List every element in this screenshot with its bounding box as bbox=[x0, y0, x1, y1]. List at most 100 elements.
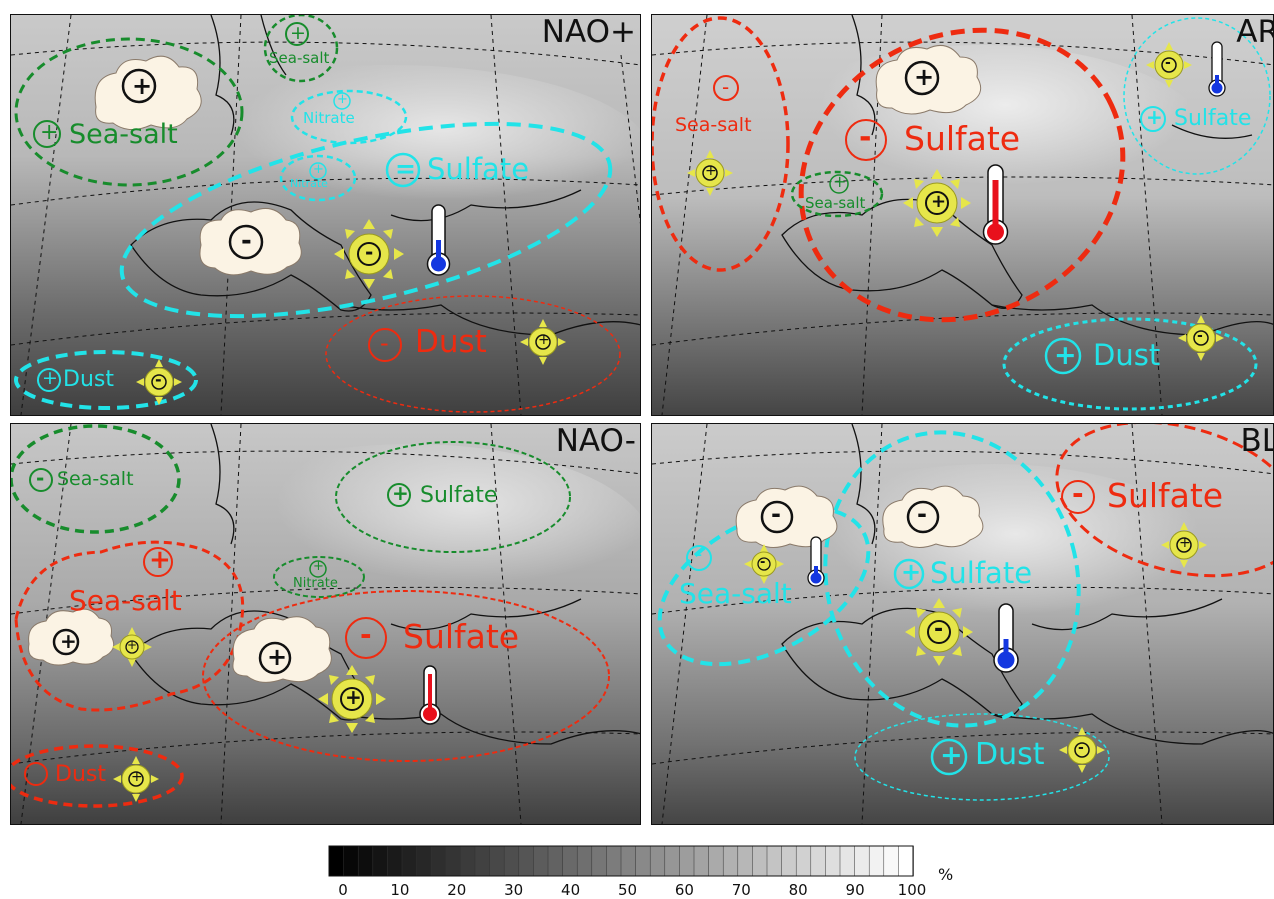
colorbar-step bbox=[766, 845, 783, 877]
map-background bbox=[652, 424, 1273, 824]
colorbar-step bbox=[620, 845, 637, 877]
colorbar-step bbox=[576, 845, 593, 877]
map-background bbox=[652, 15, 1273, 415]
colorbar-step bbox=[503, 845, 520, 877]
sign-minus: - bbox=[365, 240, 374, 264]
cloud-icon bbox=[882, 485, 984, 548]
colorbar-step bbox=[489, 845, 505, 877]
colorbar-step bbox=[752, 845, 768, 877]
colorbar-step bbox=[372, 845, 389, 877]
sign-plus: + bbox=[337, 92, 348, 107]
sulfate-label: Sulfate bbox=[1107, 476, 1224, 515]
cloud-icon bbox=[735, 485, 838, 548]
colorbar-tick-label: 0 bbox=[338, 881, 348, 899]
cloud-icon bbox=[875, 44, 982, 115]
colorbar-step bbox=[474, 845, 491, 877]
sign-minus: - bbox=[1072, 477, 1084, 510]
sign-minus: - bbox=[695, 542, 703, 566]
sign-minus: - bbox=[360, 618, 372, 651]
colorbar-tick-label: 10 bbox=[390, 881, 410, 899]
colorbar-step bbox=[343, 845, 359, 877]
dust-label: Dust bbox=[975, 737, 1045, 772]
sign-plus: + bbox=[1146, 105, 1163, 129]
colorbar-step bbox=[664, 845, 681, 877]
sign-minus: - bbox=[722, 75, 730, 99]
sign-plus: + bbox=[345, 685, 362, 709]
colorbar-step bbox=[810, 845, 827, 877]
colorbar-step bbox=[533, 845, 549, 877]
colorbar-step bbox=[416, 845, 432, 877]
sulfate-label: Sulfate bbox=[403, 617, 520, 656]
sun-icon bbox=[1161, 522, 1207, 568]
map-panel-ar: AR - - + + + + + + - - Sea-salt Sulfate … bbox=[651, 14, 1274, 416]
sign-plus: + bbox=[131, 769, 143, 785]
sign-equal: = bbox=[395, 154, 416, 183]
sign-minus: - bbox=[241, 226, 252, 256]
panel-title: NAO+ bbox=[541, 14, 636, 50]
sun-icon bbox=[318, 665, 386, 733]
colorbar-tick-label: 50 bbox=[617, 881, 638, 899]
sulfate-label: Sulfate bbox=[420, 483, 498, 508]
colorbar-step bbox=[562, 845, 578, 877]
sun-icon bbox=[903, 169, 971, 237]
colorbar-step bbox=[868, 845, 885, 877]
sign-minus: - bbox=[1197, 328, 1203, 344]
colorbar-step bbox=[606, 845, 622, 877]
colorbar-step bbox=[591, 845, 608, 877]
colorbar-tick-label: 100 bbox=[897, 881, 927, 899]
colorbar-step bbox=[839, 845, 856, 877]
sign-plus: + bbox=[267, 643, 288, 671]
sign-plus: + bbox=[313, 559, 324, 574]
sun-icon bbox=[687, 150, 733, 196]
thermometer-icon bbox=[993, 603, 1019, 673]
colorbar-step bbox=[722, 845, 739, 877]
colorbar-step bbox=[898, 845, 914, 877]
colorbar-step bbox=[825, 845, 841, 877]
sign-plus: + bbox=[1179, 535, 1191, 551]
sign-plus: + bbox=[290, 22, 306, 44]
sign-minus: - bbox=[36, 466, 45, 490]
sun-icon bbox=[334, 219, 404, 289]
sea-salt-label: Sea-salt bbox=[57, 468, 134, 490]
sun-icon bbox=[1178, 315, 1224, 361]
nitrate-label: Nitrate bbox=[303, 109, 355, 127]
sun-icon bbox=[1146, 42, 1192, 88]
sign-minus: - bbox=[155, 370, 162, 389]
colorbar-tick-label: 60 bbox=[674, 881, 694, 899]
sea-salt-label: Sea-salt bbox=[679, 577, 792, 610]
sea-salt-label: Sea-salt bbox=[805, 194, 866, 212]
colorbar-step bbox=[401, 845, 418, 877]
sign-plus: + bbox=[901, 558, 922, 586]
sign-minus: - bbox=[760, 555, 766, 570]
sign-plus: + bbox=[705, 163, 717, 179]
nitrate-label: Nitrate bbox=[290, 177, 328, 190]
sign-plus: + bbox=[931, 191, 947, 212]
sign-minus: - bbox=[859, 120, 872, 155]
colorbar-step bbox=[328, 845, 345, 877]
colorbar-step bbox=[357, 845, 374, 877]
colorbar-step bbox=[635, 845, 651, 877]
cloud-icon bbox=[232, 616, 332, 683]
sun-icon bbox=[1059, 727, 1105, 773]
sea-salt-label: Sea-salt bbox=[69, 584, 182, 617]
colorbar-unit: % bbox=[938, 865, 954, 884]
sign-plus: + bbox=[42, 367, 58, 389]
dust-label: Dust bbox=[1093, 338, 1161, 372]
sign-minus: - bbox=[934, 617, 944, 642]
sea-salt-label: Sea-salt bbox=[269, 49, 330, 67]
sign-plus: + bbox=[127, 638, 138, 652]
sign-plus: + bbox=[914, 63, 935, 91]
thermometer-icon bbox=[982, 164, 1009, 245]
colorbar-step bbox=[460, 845, 476, 877]
sulfate-label: Sulfate bbox=[427, 152, 530, 186]
cloud-icon bbox=[28, 608, 115, 666]
colorbar-step bbox=[708, 845, 724, 877]
map-panel-nao-plus: NAO+ + + + + = - + + - - + - Sea-salt Se… bbox=[10, 14, 641, 416]
sun-icon bbox=[113, 756, 159, 802]
colorbar-step bbox=[649, 845, 666, 877]
sign-plus: + bbox=[538, 332, 550, 348]
sign-plus: + bbox=[132, 72, 153, 100]
dust-label: Dust bbox=[55, 762, 106, 787]
colorbar-step bbox=[693, 845, 710, 877]
map-background bbox=[11, 424, 640, 824]
